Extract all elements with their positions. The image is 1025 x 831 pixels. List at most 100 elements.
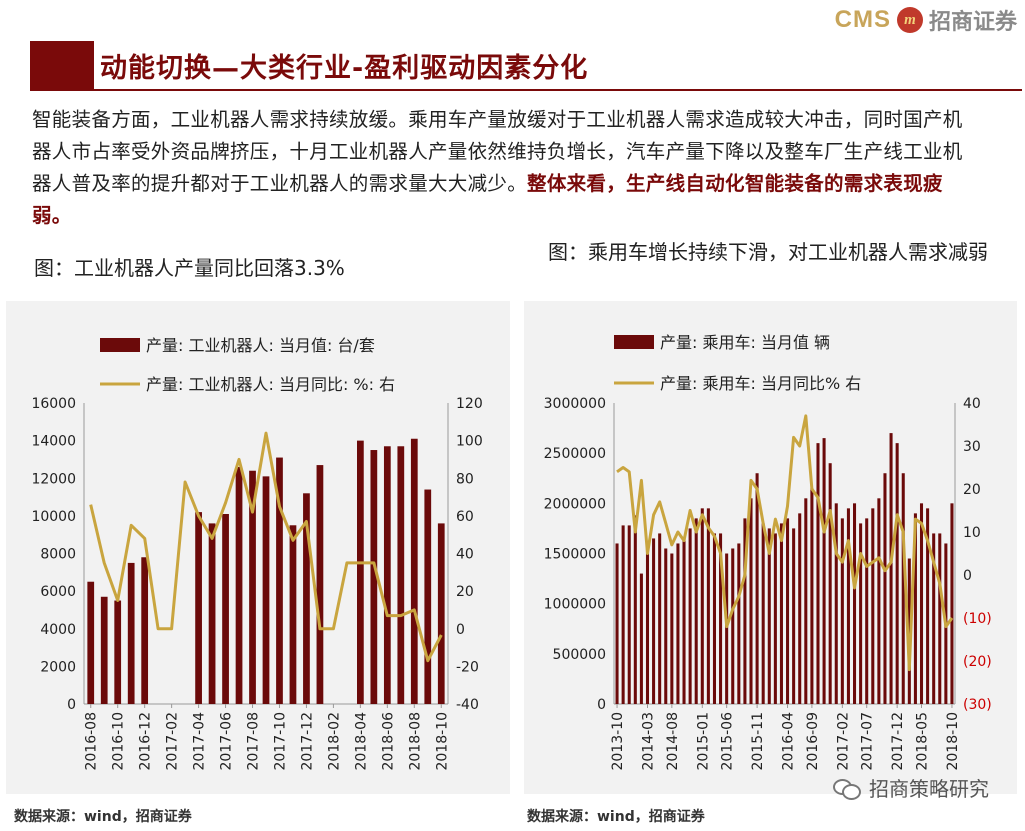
x-tick-label: 2018-05 [915,712,931,771]
right-chart: 产量: 乘用车: 当月值 辆产量: 乘用车: 当月同比% 右0500000100… [544,333,992,771]
bar [913,513,917,704]
bar [755,473,759,704]
x-tick-label: 2017-04 [192,712,208,771]
bar [919,503,924,704]
bar [907,558,911,704]
y-right-tick-label: (20) [963,654,992,670]
bar [706,508,710,704]
y-right-tick-label: 0 [456,622,465,638]
bar [141,557,149,704]
x-tick-label: 2016-10 [111,712,127,771]
bar [798,513,802,704]
bar [316,465,324,704]
y-right-tick-label: 120 [456,396,483,412]
left-chart-panel: 产量: 工业机器人: 当月值: 台/套 产量: 工业机器人: 当月同比: %: 右… [6,301,510,794]
bar [114,600,122,704]
bar [249,470,256,704]
bar [901,473,905,704]
logo-company-name: 招商证券 [928,10,1017,35]
y-right-tick-label: (30) [963,697,992,713]
bar [859,523,863,704]
y-left-tick-label: 2000 [40,659,76,675]
x-tick-label: 2017-02 [165,712,181,771]
bar [804,498,808,704]
bar [357,440,364,704]
y-left-tick-label: 2000000 [544,496,606,512]
y-right-tick-label: 30 [963,439,981,455]
bar [383,446,391,704]
legend-bar-label: 产量: 乘用车: 当月值 辆 [660,333,830,352]
y-right-tick-label: 20 [963,482,981,498]
bar [932,533,936,704]
title-underline [94,89,1022,91]
bar [700,508,704,704]
bar [840,518,844,704]
bar [719,533,723,704]
yoy-line [89,431,443,663]
bar [370,450,378,704]
bar [767,528,771,704]
x-tick-label: 2018-08 [407,712,423,771]
bar [737,543,741,704]
bar [834,503,838,704]
y-left-tick-label: 10000 [31,509,76,525]
y-left-tick-label: 14000 [31,434,76,450]
right-source: 数据来源：wind，招商证券 [527,809,705,825]
y-left-tick-label: 1000000 [544,597,606,613]
bar [688,528,692,704]
left-source: 数据来源：wind，招商证券 [14,809,192,825]
yoy-line [616,414,954,672]
x-tick-label: 2016-09 [805,712,821,771]
x-tick-label: 2017-07 [860,712,876,771]
bar [639,573,643,704]
right-chart-panel: 产量: 乘用车: 当月值 辆产量: 乘用车: 当月同比% 右 0 500000 100… [524,301,1017,794]
bar [127,562,135,704]
bar [865,518,869,704]
y-left-tick-label: 6000 [40,584,76,600]
x-tick-label: 2015-11 [750,712,766,771]
bar [871,508,875,704]
x-tick-label: 2016-08 [84,712,100,771]
bar [658,533,662,704]
intro-highlight: 整体来看，生产线自动化智能装备的需求表现疲弱。 [32,172,943,227]
y-left-tick-label: 0 [597,697,606,713]
bar [816,443,820,704]
bar [397,446,405,704]
x-tick-label: 2014-08 [665,712,681,771]
bar [950,503,954,704]
bar [276,457,283,704]
y-left-tick-label: 4000 [40,622,76,638]
bar [786,518,790,704]
y-right-tick-label: (10) [963,611,992,627]
x-tick-label: 2017-02 [835,712,851,771]
x-tick-label: 2015-01 [695,712,711,771]
legend-line-label: 产量: 工业机器人: 当月同比: %: 右 [146,375,395,394]
y-right-tick-label: 10 [963,525,981,541]
bar [725,553,729,704]
y-right-tick-label: 60 [456,509,474,525]
bar [289,525,297,704]
y-right-tick-label: -20 [456,659,479,675]
bar [424,489,432,704]
bar [889,433,893,704]
y-left-tick-label: 1500000 [544,547,606,563]
bar [633,515,637,704]
bar [262,476,270,704]
intro-text: 智能装备方面，工业机器人需求持续放缓。乘用车产量放缓对于工业机器人需求造成较大冲… [32,108,963,195]
legend-bar-swatch [100,338,140,352]
y-right-tick-label: 100 [456,434,483,450]
x-tick-label: 2015-06 [720,712,736,771]
y-right-tick-label: -40 [456,697,479,713]
bar [779,523,783,704]
wechat-icon [833,777,861,800]
watermark: 招商策略研究 [833,773,989,802]
x-tick-label: 2018-10 [945,712,961,771]
bar [437,523,445,704]
x-tick-label: 2017-08 [246,712,262,771]
y-left-tick-label: 8000 [40,547,76,563]
bar [682,538,686,704]
bar [792,528,796,704]
y-left-tick-label: 16000 [31,396,76,412]
bar [208,523,216,704]
y-left-tick-label: 12000 [31,471,76,487]
